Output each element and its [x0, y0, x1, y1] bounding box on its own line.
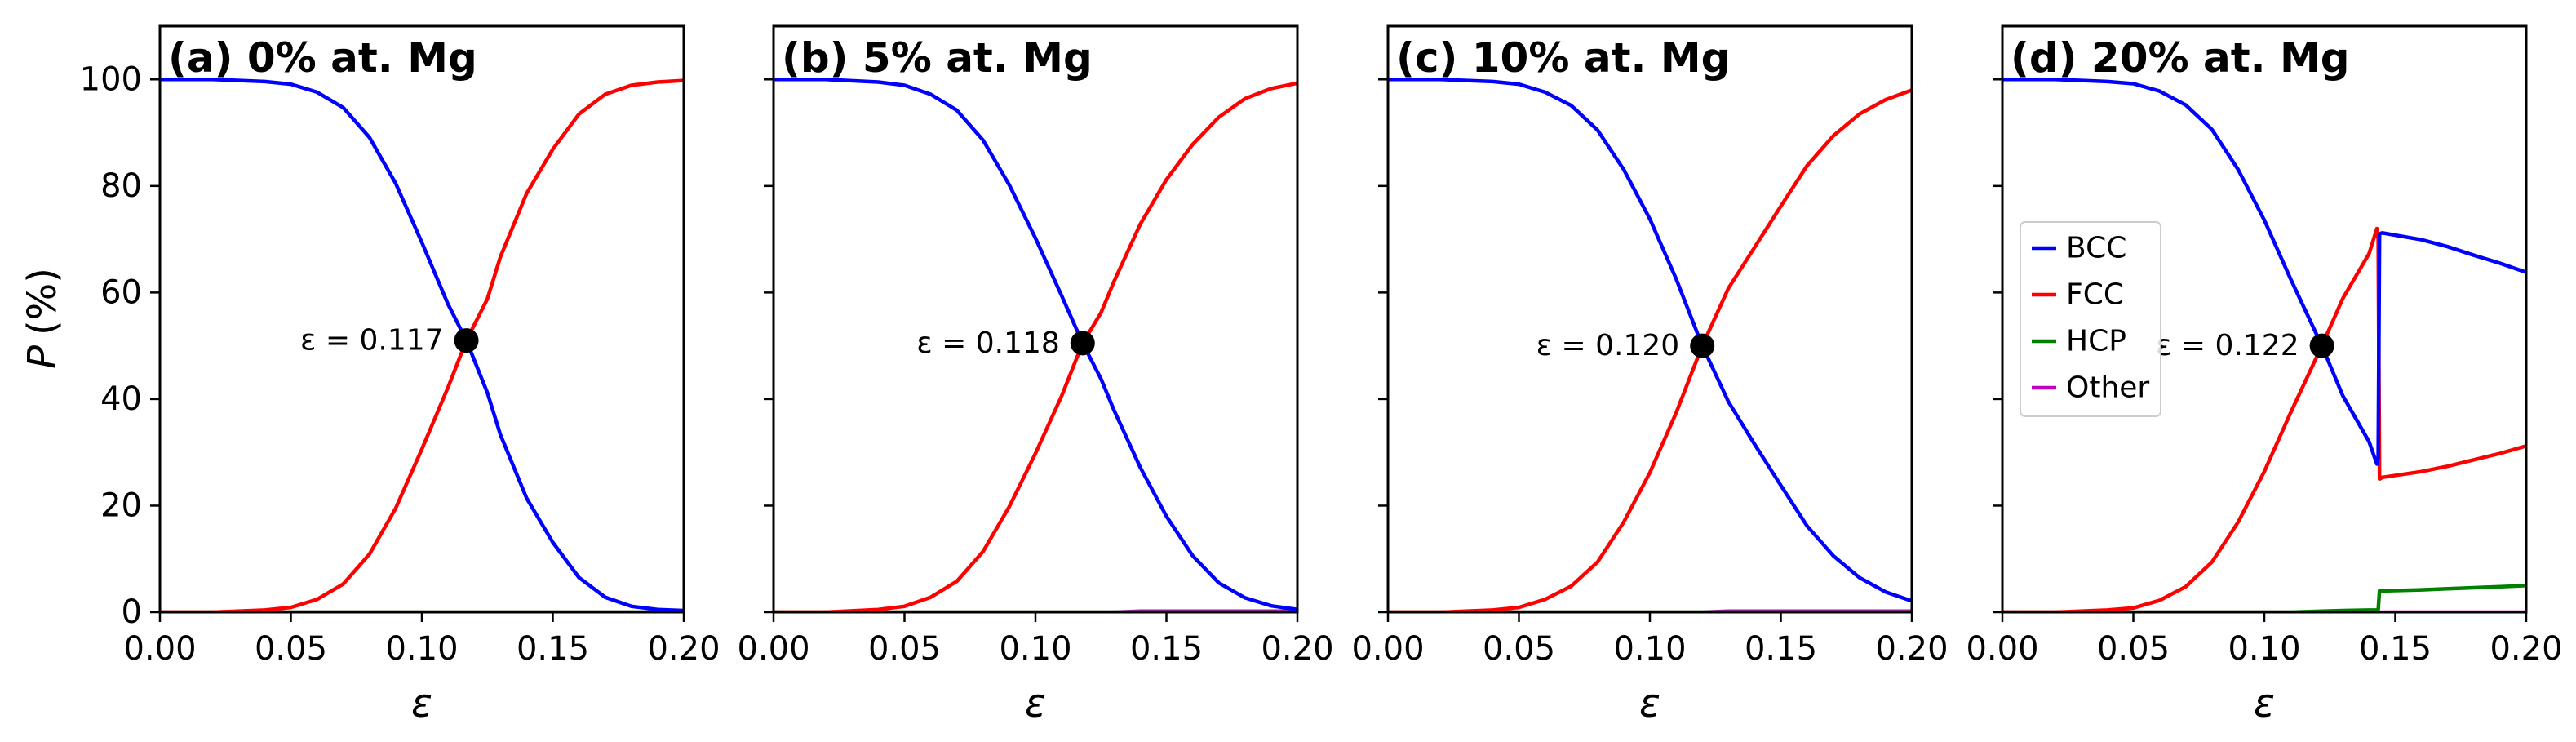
x-axis-label: ε	[1639, 681, 1660, 726]
x-axis-label: ε	[411, 681, 432, 726]
panel-title: (c) 10% at. Mg	[1396, 34, 1730, 82]
series-line-bcc	[2002, 78, 2526, 466]
crossover-label: ε = 0.118	[916, 327, 1060, 360]
y-axis-label-unit: (%)	[20, 268, 65, 335]
y-tick-label: 100	[80, 60, 142, 98]
panel-title: (d) 20% at. Mg	[2011, 34, 2350, 82]
series-group	[2002, 78, 2526, 612]
series-line-bcc	[774, 78, 1297, 611]
panel-title: (a) 0% at. Mg	[168, 34, 477, 82]
series-line-fcc	[774, 81, 1297, 612]
panels: 0.00 0.05 0.10 0.15 0.20 0 20 40 60 80 100 ε (a) 0% …	[80, 24, 2563, 726]
x-tick-label: 0.10	[2228, 630, 2300, 668]
x-tick-label: 0.15	[2359, 630, 2432, 668]
x-axis-label: ε	[2254, 681, 2275, 726]
y-axis-label: P (%)	[20, 268, 65, 369]
y-tick-label: 20	[100, 487, 142, 524]
series-group	[160, 78, 684, 612]
x-tick-label: 0.15	[1745, 630, 1817, 668]
x-tick-label: 0.10	[999, 630, 1071, 668]
panel-d: 0.00 0.05 0.10 0.15 0.20 ε (d) 20% at. Mg ε = 0…	[1966, 24, 2563, 726]
x-tick-label: 0.00	[123, 630, 196, 668]
y-tick-label: 60	[100, 273, 142, 311]
series-line-hcp	[2002, 584, 2526, 612]
x-tick-label: 0.20	[1261, 630, 1333, 668]
series-line-bcc	[160, 78, 684, 612]
x-tick-label: 0.05	[868, 630, 941, 668]
legend: BCC FCC HCP Other	[2020, 221, 2161, 417]
x-tick-label: 0.15	[1130, 630, 1203, 668]
x-tick-label: 0.10	[385, 630, 458, 668]
series-line-fcc	[2002, 226, 2526, 612]
y-axis-label-symbol: P	[20, 345, 65, 369]
crossover-point	[2309, 333, 2334, 358]
x-tick-label: 0.05	[255, 630, 327, 668]
y-tick-label: 40	[100, 380, 142, 418]
legend-box	[2020, 221, 2161, 417]
x-tick-label: 0.00	[737, 630, 809, 668]
x-tick-label: 0.10	[1613, 630, 1686, 668]
svg-text:P(%): P (%)	[20, 268, 65, 369]
crossover-label: ε = 0.117	[300, 324, 444, 358]
y-tick-label: 0	[122, 593, 142, 631]
x-axis-label: ε	[1025, 681, 1046, 726]
x-tick-label: 0.00	[1966, 630, 2038, 668]
x-tick-label: 0.20	[647, 630, 720, 668]
panel-title: (b) 5% at. Mg	[782, 34, 1093, 82]
legend-label-fcc: FCC	[2066, 278, 2124, 312]
x-tick-label: 0.05	[1483, 630, 1555, 668]
legend-label-bcc: BCC	[2066, 232, 2126, 265]
series-line-bcc	[1388, 78, 1912, 603]
series-line-fcc	[1388, 88, 1912, 612]
panel-a: 0.00 0.05 0.10 0.15 0.20 0 20 40 60 80 100 ε (a) 0% …	[80, 24, 720, 726]
legend-label-hcp: HCP	[2066, 325, 2126, 358]
x-tick-label: 0.20	[2490, 630, 2562, 668]
panel-b: 0.00 0.05 0.10 0.15 0.20 ε (b) 5% at. Mg ε = 0.…	[737, 24, 1334, 726]
x-tick-label: 0.00	[1351, 630, 1424, 668]
crossover-point	[1690, 333, 1715, 358]
series-line-fcc	[160, 78, 684, 612]
panel-c: 0.00 0.05 0.10 0.15 0.20 ε (c) 10% at. Mg ε = 0…	[1351, 24, 1949, 726]
crossover-label: ε = 0.122	[2156, 329, 2299, 362]
x-tick-label: 0.15	[517, 630, 589, 668]
x-tick-label: 0.05	[2097, 630, 2170, 668]
crossover-point	[454, 328, 479, 353]
crossover-point	[1070, 331, 1095, 356]
legend-label-other: Other	[2066, 371, 2149, 405]
x-tick-label: 0.20	[1875, 630, 1948, 668]
y-tick-label: 80	[100, 167, 142, 205]
crossover-label: ε = 0.120	[1536, 329, 1680, 362]
